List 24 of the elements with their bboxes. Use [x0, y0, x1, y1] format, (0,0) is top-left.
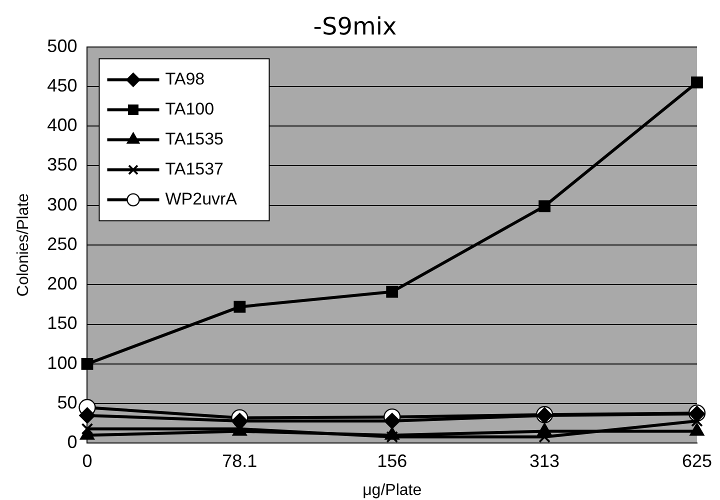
- chart-title: -S9mix: [313, 12, 397, 41]
- legend-label: TA1537: [165, 159, 224, 178]
- x-tick-label: 156: [377, 450, 408, 471]
- y-tick-label: 100: [47, 352, 78, 373]
- y-tick-label: 400: [47, 115, 78, 136]
- x-tick-label: 78.1: [222, 450, 258, 471]
- y-axis-title: Colonies/Plate: [15, 193, 32, 297]
- x-tick-label: 313: [530, 450, 560, 471]
- x-tick-label: 0: [82, 450, 92, 471]
- y-tick-label: 200: [47, 274, 78, 294]
- x-tick-label: 625: [682, 450, 712, 471]
- x-axis-title: μg/Plate: [362, 482, 422, 499]
- y-tick-label: 0: [67, 432, 78, 452]
- y-tick-label: 250: [47, 234, 78, 254]
- y-tick-label: 150: [47, 313, 78, 334]
- legend-label: TA100: [165, 99, 214, 118]
- y-tick-label: 500: [47, 36, 78, 56]
- legend-label: TA98: [165, 69, 205, 88]
- y-tick-label: 50: [57, 392, 78, 413]
- y-tick-label: 350: [47, 154, 78, 175]
- y-tick-label: 300: [47, 194, 78, 214]
- y-tick-label: 450: [47, 75, 78, 96]
- legend-label: TA1535: [165, 129, 224, 148]
- legend-label: WP2uvrA: [165, 189, 238, 208]
